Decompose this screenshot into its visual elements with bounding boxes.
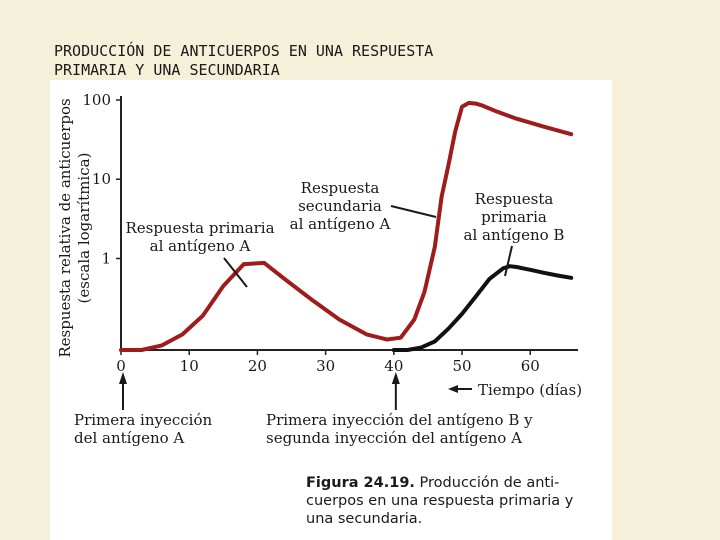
y-tick-label: 10: [92, 170, 111, 188]
injection-2-line2: segunda inyección del antígeno A: [266, 429, 522, 447]
injection-1-line2: del antígeno A: [74, 429, 184, 447]
injection-1-line1: Primera inyección: [74, 411, 212, 429]
annotation-secondary-a-line3: al antígeno A: [290, 215, 391, 233]
slide-title-line2: PRIMARIA Y UNA SECUNDARIA: [54, 61, 280, 79]
annotation-primary-b-line1: Respuesta: [475, 190, 554, 208]
x-axis-label: Tiempo (días): [478, 381, 582, 399]
figure-panel: [50, 80, 612, 540]
injection-label-1: Primera inyección del antígeno A: [74, 411, 212, 447]
slide-title-line1: PRODUCCIÓN DE ANTICUERPOS EN UNA RESPUES…: [54, 42, 434, 60]
y-axis-label-line2: (escala logarítmica): [75, 153, 93, 304]
injection-2-line1: Primera inyección del antígeno B y: [266, 411, 533, 429]
x-axis-label-arrowhead: [448, 385, 458, 393]
y-axis-label-line1: Respuesta relativa de anticuerpos: [56, 98, 74, 357]
x-tick-label: 30: [316, 357, 335, 375]
series-line-antigen-a: [119, 100, 574, 352]
injection-arrowhead-1: [119, 372, 127, 384]
x-tick-label: 50: [452, 357, 471, 375]
slide-title: PRODUCCIÓN DE ANTICUERPOS EN UNA RESPUES…: [54, 42, 614, 80]
annotation-primary-a-line1: Respuesta primaria: [125, 219, 274, 237]
series-layer: [119, 100, 574, 352]
caption-text-line2: cuerpos en una respuesta primaria y: [306, 493, 574, 509]
annotation-primary-b-pointer: [504, 245, 513, 277]
annotation-primary-b-line2: primaria: [481, 208, 547, 226]
caption-text-line1: Producción de anti-: [414, 475, 560, 491]
annotation-secondary-a-line2: secundaria: [298, 197, 382, 215]
figure-caption: Figura 24.19. Producción de anti- cuerpo…: [306, 474, 606, 528]
tick-group: 0 10 20 30 40 50 60 1 10 100: [82, 91, 539, 375]
x-tick-label: 60: [521, 357, 540, 375]
caption-figure-label: Figura 24.19.: [306, 475, 415, 491]
annotation-primary-a-line2: al antígeno A: [150, 237, 251, 255]
chart-axes: [120, 96, 578, 351]
series-line-antigen-b: [391, 264, 574, 352]
y-tick-label: 100: [82, 91, 111, 109]
caption-text-line3: una secundaria.: [306, 511, 423, 527]
annotation-secondary-a: Respuesta secundaria al antígeno A: [290, 179, 391, 233]
annotation-secondary-a-pointer: [390, 205, 437, 218]
x-tick-label: 20: [248, 357, 267, 375]
x-tick-label: 40: [384, 357, 403, 375]
annotation-primary-a: Respuesta primaria al antígeno A: [125, 219, 274, 255]
annotation-primary-b: Respuesta primaria al antígeno B: [464, 190, 565, 244]
annotation-primary-b-line3: al antígeno B: [464, 226, 565, 244]
injection-arrowhead-2: [391, 372, 400, 384]
injection-markers: [119, 372, 400, 410]
x-tick-label: 0: [116, 357, 126, 375]
annotation-secondary-a-line1: Respuesta: [301, 179, 380, 197]
x-tick-label: 10: [180, 357, 199, 375]
y-tick-label: 1: [101, 249, 111, 267]
injection-label-2: Primera inyección del antígeno B y segun…: [266, 411, 533, 447]
annotation-primary-a-pointer: [223, 257, 248, 288]
